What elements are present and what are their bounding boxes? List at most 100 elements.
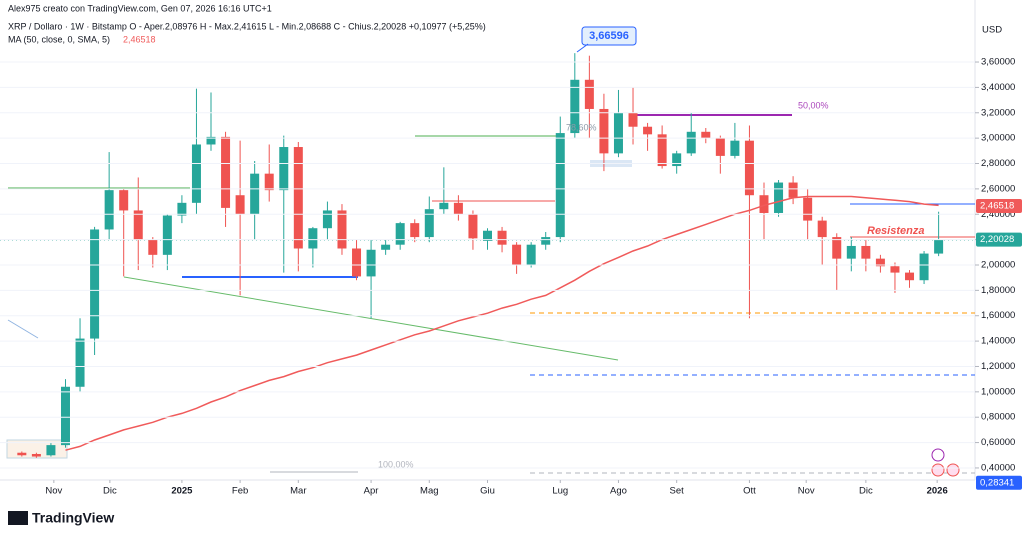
- x-tick-label: Ott: [743, 486, 756, 497]
- candle-body: [191, 144, 201, 203]
- candle-body: [788, 182, 798, 198]
- logo-mark: [8, 511, 28, 525]
- candle-body: [90, 229, 100, 339]
- candle-body: [395, 223, 405, 245]
- candle-body: [177, 202, 187, 216]
- candle-body: [934, 239, 944, 254]
- candle-body: [730, 140, 740, 156]
- callout-pointer: [576, 43, 589, 53]
- candle-body: [279, 147, 289, 191]
- candle-body: [322, 210, 332, 229]
- candle-body: [119, 190, 129, 211]
- candle-body: [17, 452, 27, 456]
- logo: TradingView: [32, 510, 114, 526]
- candle-body: [206, 136, 216, 145]
- candle-body: [832, 237, 842, 259]
- candle-body: [512, 244, 522, 265]
- y-tick-label: 2,40000: [981, 209, 1015, 220]
- candle-body: [861, 245, 871, 259]
- x-tick-label: Mag: [420, 486, 438, 497]
- candle-body: [410, 223, 420, 238]
- x-tick-label: Ago: [610, 486, 627, 497]
- candle-body: [759, 195, 769, 213]
- price-tag: [976, 198, 1022, 213]
- event-icon[interactable]: [946, 463, 960, 477]
- candle-body: [875, 258, 885, 267]
- candle-body: [352, 248, 362, 277]
- y-tick-label: 0,40000: [981, 462, 1015, 473]
- resistance-label: Resistenza: [867, 225, 924, 237]
- peak-callout: [581, 26, 637, 46]
- y-tick-label: 1,40000: [981, 336, 1015, 347]
- candle-body: [555, 133, 565, 238]
- candle-body: [424, 209, 434, 238]
- x-tick-label: Mar: [290, 486, 306, 497]
- trend-line: [7, 319, 39, 339]
- fib-label: 100,00%: [378, 459, 414, 469]
- candle-body: [744, 140, 754, 196]
- candle-body: [817, 220, 827, 238]
- candle-body: [541, 237, 551, 245]
- candle-body: [250, 173, 260, 215]
- candle-body: [657, 134, 667, 167]
- x-tick-label: Feb: [232, 486, 248, 497]
- y-tick-label: 1,80000: [981, 285, 1015, 296]
- y-tick-label: 1,60000: [981, 310, 1015, 321]
- candle-body: [235, 195, 245, 215]
- candle-body: [570, 79, 580, 134]
- x-tick-label: Nov: [45, 486, 62, 497]
- ma-value: 2,46518: [123, 34, 156, 44]
- candle-body: [366, 249, 376, 277]
- ma-line: [65, 195, 939, 451]
- x-tick-label: Dic: [859, 486, 873, 497]
- candle-body: [381, 244, 391, 250]
- x-tick-label: Giu: [480, 486, 495, 497]
- x-tick-label: Lug: [552, 486, 568, 497]
- x-tick-label: Dic: [103, 486, 117, 497]
- y-tick-label: 3,20000: [981, 107, 1015, 118]
- price-tag-label: 2,46518: [980, 200, 1014, 211]
- candle-body: [221, 136, 231, 208]
- candle-body: [919, 253, 929, 281]
- symbol-info: XRP / Dollaro · 1W · Bitstamp O - Aper.2…: [8, 21, 486, 31]
- price-tag-label: 2,20028: [980, 234, 1014, 245]
- y-tick-label: 3,60000: [981, 57, 1015, 68]
- candle-body: [468, 214, 478, 239]
- candle-body: [104, 190, 114, 230]
- candle-body: [701, 131, 711, 139]
- candle-body: [439, 202, 449, 210]
- y-tick-label: 3,40000: [981, 82, 1015, 93]
- x-tick-label: 2026: [927, 486, 948, 497]
- event-icon[interactable]: [931, 463, 945, 477]
- candle-body: [148, 239, 158, 255]
- candle-body: [628, 112, 638, 127]
- candle-body: [890, 266, 900, 273]
- credit: Alex975 creato con TradingView.com, Gen …: [8, 3, 272, 13]
- y-tick-label: 1,00000: [981, 386, 1015, 397]
- price-tag-label: 0,28341: [980, 477, 1014, 488]
- y-tick-label: 2,80000: [981, 158, 1015, 169]
- candle-body: [162, 215, 172, 255]
- x-tick-label: 2025: [171, 486, 193, 497]
- candle-body: [715, 138, 725, 156]
- fib-label: 50,00%: [798, 100, 829, 110]
- price-tag: [976, 475, 1022, 490]
- y-tick-label: 2,00000: [981, 260, 1015, 271]
- candle-body: [46, 445, 56, 456]
- event-icon[interactable]: [931, 448, 945, 462]
- price-tag: [976, 232, 1022, 247]
- candle-body: [453, 202, 463, 215]
- candle-body: [526, 244, 536, 265]
- x-tick-label: Nov: [798, 486, 815, 497]
- candle-body: [584, 79, 594, 109]
- candle-body: [599, 108, 609, 154]
- candle-body: [264, 173, 274, 191]
- x-tick-label: Set: [670, 486, 685, 497]
- x-tick-label: Apr: [364, 486, 379, 497]
- y-tick-label: 0,60000: [981, 437, 1015, 448]
- candle-body: [133, 210, 143, 240]
- candle-body: [31, 453, 41, 457]
- candle-body: [774, 182, 784, 213]
